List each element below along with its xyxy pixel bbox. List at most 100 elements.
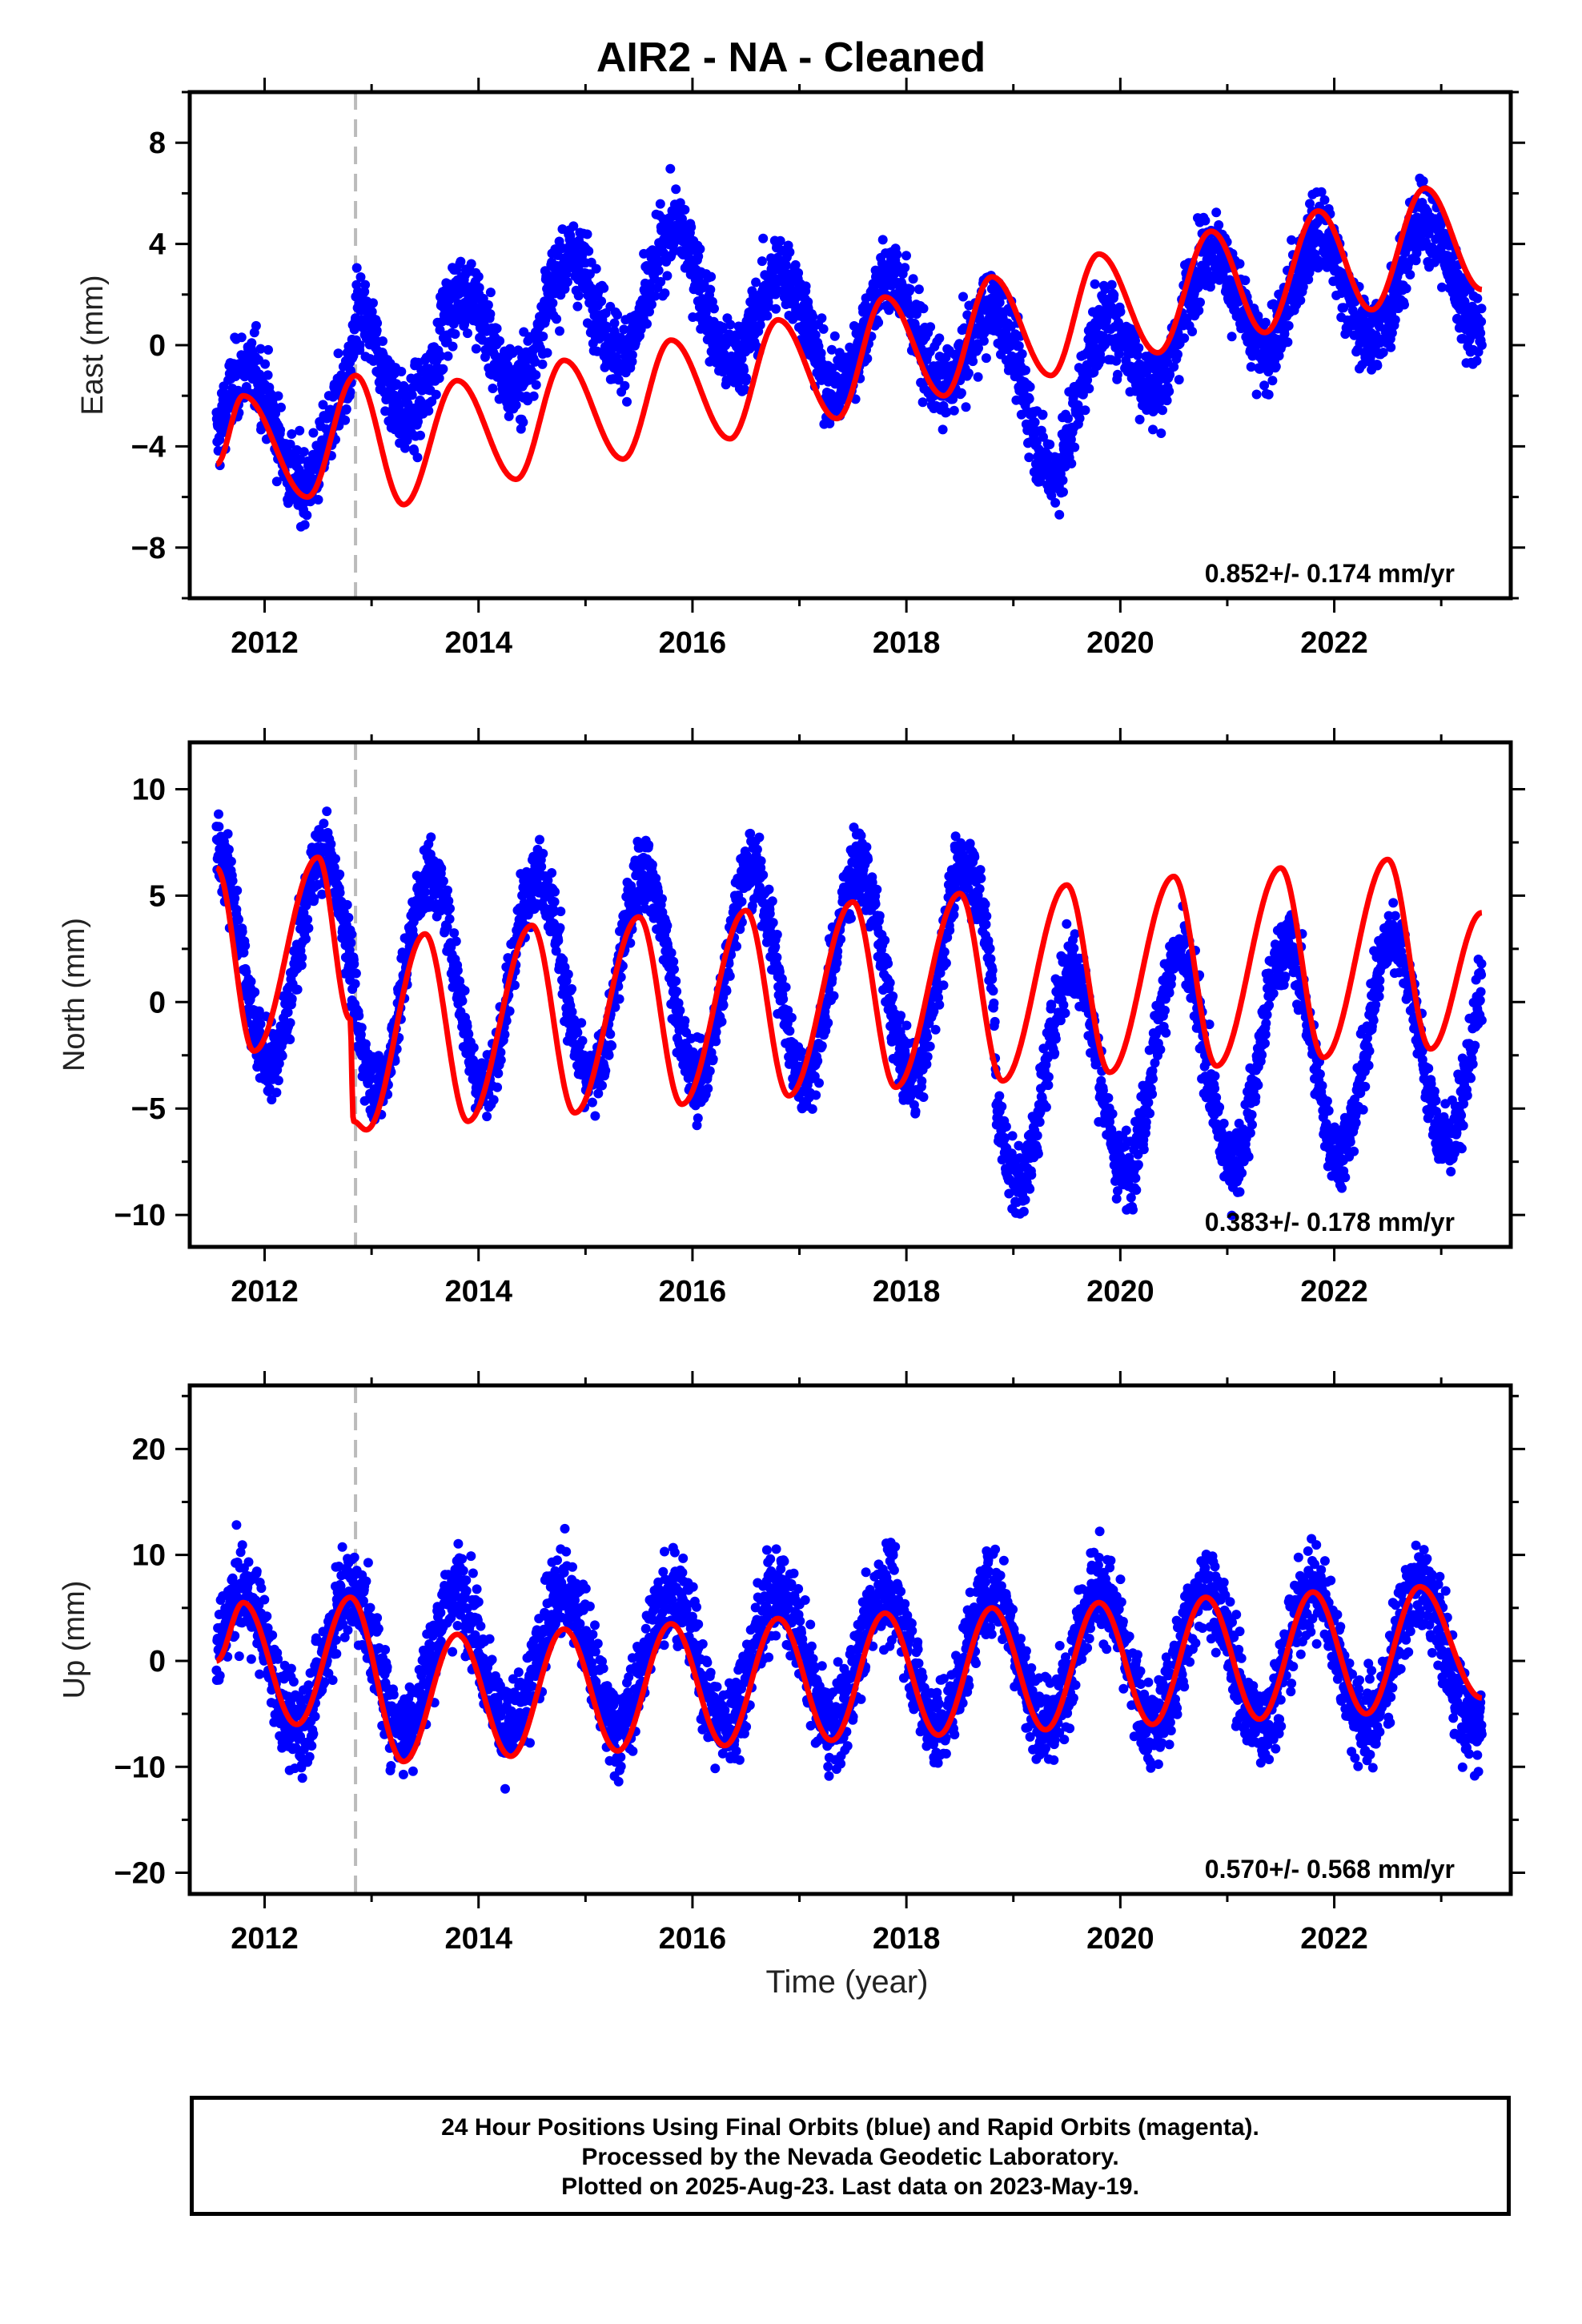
east-point [474,283,484,293]
east-point [531,380,541,390]
east-data-points [211,163,1487,532]
north-point [644,840,654,850]
east-point [456,256,466,267]
east-point [1134,414,1145,424]
east-point [1472,293,1483,304]
north-point [231,904,242,915]
east-point [1165,370,1175,380]
east-point [892,249,902,259]
east-point [613,375,624,385]
east-point [360,279,371,290]
north-point [223,829,233,839]
north-point [234,915,243,925]
north-point [303,915,313,925]
east-point [918,304,929,314]
east-point [660,288,670,299]
north-point [436,863,447,874]
east-point [808,312,818,322]
east-point [555,326,564,336]
east-point [448,319,459,329]
east-point [1240,275,1251,286]
east-point [1066,458,1077,468]
east-point [1372,360,1383,371]
east-point [573,291,584,301]
east-point [917,397,928,408]
east-point [1074,413,1085,424]
east-point [1106,279,1117,290]
north-point [555,923,565,933]
east-point [1024,452,1034,463]
east-point [981,353,991,364]
east-point [488,384,498,393]
east-point [1182,313,1192,324]
east-point [542,348,552,358]
east-point [396,367,407,376]
east-point [1115,307,1126,317]
north-point [303,923,314,933]
north-point [438,876,448,887]
east-point [299,447,309,457]
north-point [577,1035,588,1046]
north-point [443,885,452,895]
east-point [431,389,441,400]
east-point [695,244,705,254]
north-point [343,912,354,923]
north-point [452,965,463,975]
east-point [566,235,576,246]
north-point [567,983,577,994]
east-point [372,318,383,328]
east-point [1162,396,1172,406]
north-point [488,1095,499,1105]
east-point [276,402,286,412]
east-point [548,298,558,308]
east-point [1279,329,1290,339]
east-point [275,425,286,435]
east-point [817,313,827,324]
north-point [351,968,361,979]
east-point [1038,432,1048,442]
east-point [1401,283,1411,294]
east-point [263,370,273,380]
north-point [226,856,236,866]
east-point [1174,375,1184,385]
east-point [531,370,541,380]
east-point [473,271,484,282]
north-point [297,952,307,963]
east-point [402,435,412,445]
east-point [584,246,594,256]
east-point [818,324,829,334]
east-point [901,251,911,261]
east-point [504,411,514,421]
east-point [1096,355,1106,365]
east-y-tick-label: 4 [149,228,166,262]
east-point [619,324,629,335]
east-point [781,260,791,271]
north-point [468,1043,479,1053]
north-point [246,976,256,987]
north-point [538,848,548,858]
east-point [1038,409,1048,420]
north-point [356,1023,367,1033]
east-point [926,322,936,332]
east-point [1090,279,1100,289]
east-point [1200,215,1211,226]
north-point [350,979,360,989]
east-point [1113,369,1122,380]
east-point [255,344,266,354]
east-point [1050,497,1061,508]
east-point [1021,365,1030,376]
east-point [609,318,620,328]
east-point [1472,356,1482,366]
east-point [407,390,417,400]
east-point [757,256,767,267]
east-point [816,348,826,358]
north-point [553,935,564,946]
east-point [620,380,630,391]
east-point [642,319,652,329]
east-point [653,265,664,275]
east-point [785,247,795,257]
north-point [500,1029,510,1039]
east-point [438,364,448,374]
east-point [775,235,785,246]
east-point [355,272,366,282]
